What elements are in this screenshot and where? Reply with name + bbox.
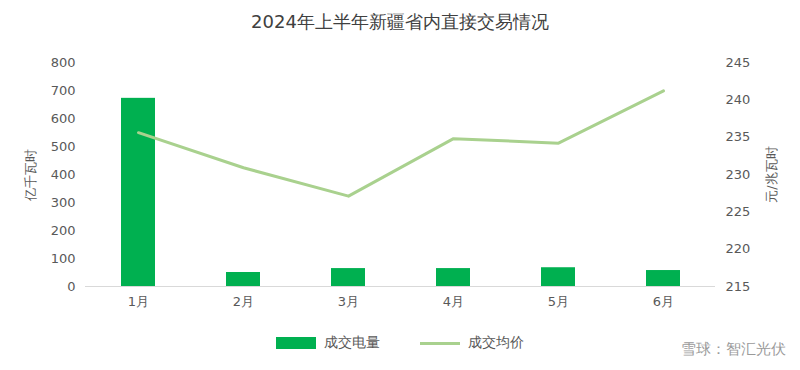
html-text:成交电量: 成交电量 — [324, 334, 380, 350]
svg-text:230: 230 — [726, 167, 751, 182]
svg-text:225: 225 — [726, 204, 751, 219]
svg-text:1月: 1月 — [128, 294, 149, 309]
svg-text:6月: 6月 — [653, 294, 674, 309]
svg-text:0: 0 — [67, 279, 75, 294]
svg-text:200: 200 — [51, 223, 76, 238]
svg-text:4月: 4月 — [443, 294, 464, 309]
svg-text:220: 220 — [726, 241, 751, 256]
svg-text:2月: 2月 — [233, 294, 254, 309]
svg-text:5月: 5月 — [548, 294, 569, 309]
svg-text:100: 100 — [51, 251, 76, 266]
html-text:雪球：智汇光伏: 雪球：智汇光伏 — [681, 340, 786, 358]
svg-text:元/兆瓦时: 元/兆瓦时 — [764, 146, 779, 202]
svg-text:400: 400 — [51, 167, 76, 182]
svg-text:800: 800 — [51, 55, 76, 70]
svg-text:700: 700 — [51, 83, 76, 98]
svg-text:3月: 3月 — [338, 294, 359, 309]
svg-text:300: 300 — [51, 195, 76, 210]
svg-text:240: 240 — [726, 92, 751, 107]
html-text:成交均价: 成交均价 — [468, 334, 524, 350]
svg-text:500: 500 — [51, 139, 76, 154]
svg-text:215: 215 — [726, 279, 751, 294]
html-text:2024年上半年新疆省内直接交易情况: 2024年上半年新疆省内直接交易情况 — [251, 11, 549, 32]
svg-text:亿千瓦时: 亿千瓦时 — [23, 149, 38, 202]
svg-text:245: 245 — [726, 55, 751, 70]
svg-text:235: 235 — [726, 129, 751, 144]
svg-text:600: 600 — [51, 111, 76, 126]
